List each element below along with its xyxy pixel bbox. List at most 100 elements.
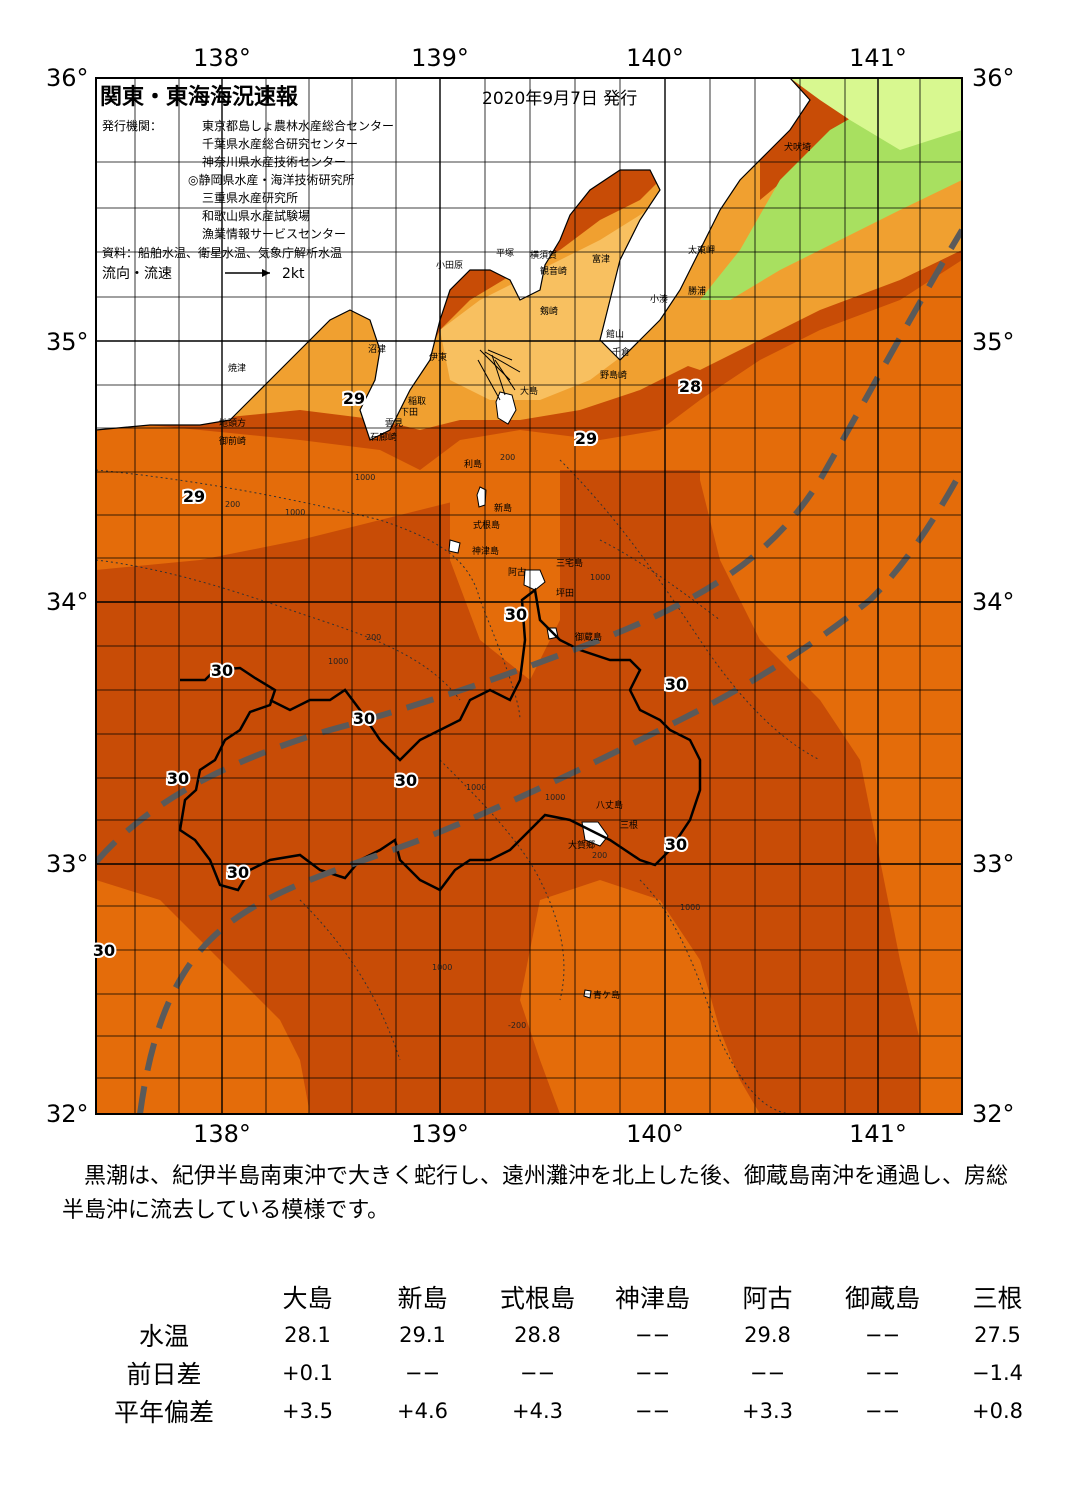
table-cell: +4.6 (397, 1399, 448, 1423)
place-name: 小湊 (650, 293, 668, 305)
table-cell: +0.1 (282, 1361, 333, 1385)
station-temperature-table: 大島 新島 式根島 神津島 阿古 御蔵島 三根 水温 28.1 29.1 28.… (78, 1278, 1055, 1430)
table-cell: −− (634, 1361, 671, 1385)
place-name: 平塚 (496, 248, 514, 259)
place-name: 館山 (606, 328, 624, 340)
lat-label: 32° (972, 1100, 1015, 1128)
land-miyakejima (523, 569, 546, 591)
place-name: 八丈島 (596, 799, 623, 811)
depth-label: 200 (592, 851, 607, 860)
depth-label: 1000 (590, 573, 610, 582)
depth-label: 1000 (680, 903, 700, 912)
place-name: 三宅島 (556, 557, 583, 569)
row-label: 前日差 (126, 1360, 202, 1389)
agencies-label: 発行機関： (102, 118, 162, 133)
depth-label: 1000 (545, 793, 565, 802)
place-name: 沼津 (368, 344, 386, 355)
station-name: 式根島 (499, 1284, 575, 1313)
place-name: 千倉 (612, 346, 630, 358)
table-cell: 27.5 (974, 1323, 1021, 1347)
kuroshio-description: 黒潮は、紀伊半島南東沖で大きく蛇行し、遠州灘沖を北上した後、御蔵島南沖を通過し、… (62, 1164, 1009, 1223)
place-name: 御蔵島 (575, 631, 602, 643)
table-cell: +0.8 (972, 1399, 1023, 1423)
agency-item: 神奈川県水産技術センター (202, 154, 346, 169)
place-name: 御前崎 (219, 435, 246, 447)
lon-label: 140° (626, 1120, 684, 1148)
table-row: 前日差 +0.1 −− −− −− −− −− −1.4 (78, 1354, 1055, 1392)
table-cell: −1.4 (972, 1361, 1023, 1385)
lon-label: 141° (849, 1120, 907, 1148)
issue-date: 2020年9月7日 発行 (482, 89, 637, 109)
longitude-labels-top: 138° 139° 140° 141° (193, 44, 907, 72)
table-cell: +4.3 (512, 1399, 563, 1423)
isotherm-label: 29 (575, 429, 597, 448)
place-name: 雲見 (385, 418, 403, 429)
isotherm-label: 30 (395, 771, 417, 790)
lat-label: 33° (46, 850, 89, 878)
place-name: 大島 (520, 385, 538, 397)
isotherm-label: 30 (353, 709, 375, 728)
table-row: 平年偏差 +3.5 +4.6 +4.3 −− +3.3 −− +0.8 (78, 1392, 1055, 1430)
agency-list: 東京都島しょ農林水産総合センター 千葉県水産総合研究センター 神奈川県水産技術セ… (188, 118, 394, 241)
lat-label: 35° (972, 328, 1015, 356)
place-name: 大賀郷 (568, 839, 595, 851)
table-cell: 29.1 (399, 1323, 446, 1347)
place-name: 坪田 (556, 588, 574, 599)
latitude-labels-left: 36° 35° 34° 33° 32° (46, 64, 89, 1128)
kuroshio-inner-edge (96, 228, 962, 864)
lat-label: 34° (46, 588, 89, 616)
table-cell: −− (864, 1323, 901, 1347)
lon-label: 139° (411, 1120, 469, 1148)
place-name: 太東岬 (688, 244, 715, 256)
lon-label: 141° (849, 44, 907, 72)
agency-item: ◎静岡県水産・海洋技術研究所 (188, 172, 354, 187)
agency-item: 千葉県水産総合研究センター (202, 136, 358, 151)
depth-label: 1000 (466, 783, 486, 792)
isotherm-label: 30 (665, 675, 687, 694)
place-name: 下田 (400, 407, 418, 418)
sea-temperature-map: 138° 139° 140° 141° 138° 139° 140° 141° … (46, 44, 1015, 1148)
land-kozushima (448, 539, 461, 554)
place-name: 勝浦 (688, 285, 706, 297)
grid-lines (96, 78, 962, 1114)
place-name: 伊東 (429, 351, 447, 363)
depth-label: 1000 (432, 963, 452, 972)
isotherm-label: 29 (575, 429, 597, 448)
table-cell: −− (634, 1323, 671, 1347)
map-title: 関東・東海海況速報 (100, 84, 299, 110)
depth-label: 200 (500, 453, 515, 462)
lat-label: 32° (46, 1100, 89, 1128)
isotherm-label: 30 (167, 769, 189, 788)
table-cell: +3.3 (742, 1399, 793, 1423)
lat-label: 36° (972, 64, 1015, 92)
map-frame (95, 77, 963, 1115)
isotherm-labels: 29 29 29 28 29 30 30 30 30 30 30 30 30 3… (91, 375, 703, 962)
station-name: 新島 (397, 1284, 448, 1313)
longitude-labels-bottom: 138° 139° 140° 141° (193, 1120, 907, 1148)
isotherm-label: 30 (227, 863, 249, 882)
agency-item: 和歌山県水産試験場 (202, 208, 310, 223)
depth-label: 1000 (355, 473, 375, 482)
row-label: 平年偏差 (113, 1398, 214, 1427)
place-name: 石廊崎 (370, 431, 397, 443)
depth-label: 1000 (328, 657, 348, 666)
depth-label: 1000 (285, 508, 305, 517)
lat-label: 35° (46, 328, 89, 356)
station-name: 阿古 (742, 1284, 793, 1313)
kuroshio-outer-edge (137, 468, 962, 1114)
lat-label: 36° (46, 64, 89, 92)
mid-water-south (520, 880, 760, 1114)
place-name: 神津島 (472, 545, 499, 557)
lon-label: 140° (626, 44, 684, 72)
station-name: 神津島 (614, 1284, 690, 1313)
lon-label: 138° (193, 44, 251, 72)
depth-label: 200 (366, 633, 381, 642)
place-name: 犬吠埼 (784, 141, 811, 153)
table-cell: 29.8 (744, 1323, 791, 1347)
place-name: 地頭方 (219, 417, 246, 429)
isotherm-label: 30 (211, 661, 233, 680)
depth-labels: 200 200 1000 1000 200 1000 1000 1000 100… (225, 453, 700, 1030)
place-name: 焼津 (228, 363, 246, 374)
lon-label: 139° (411, 44, 469, 72)
agency-item: 三重県水産研究所 (202, 190, 298, 205)
